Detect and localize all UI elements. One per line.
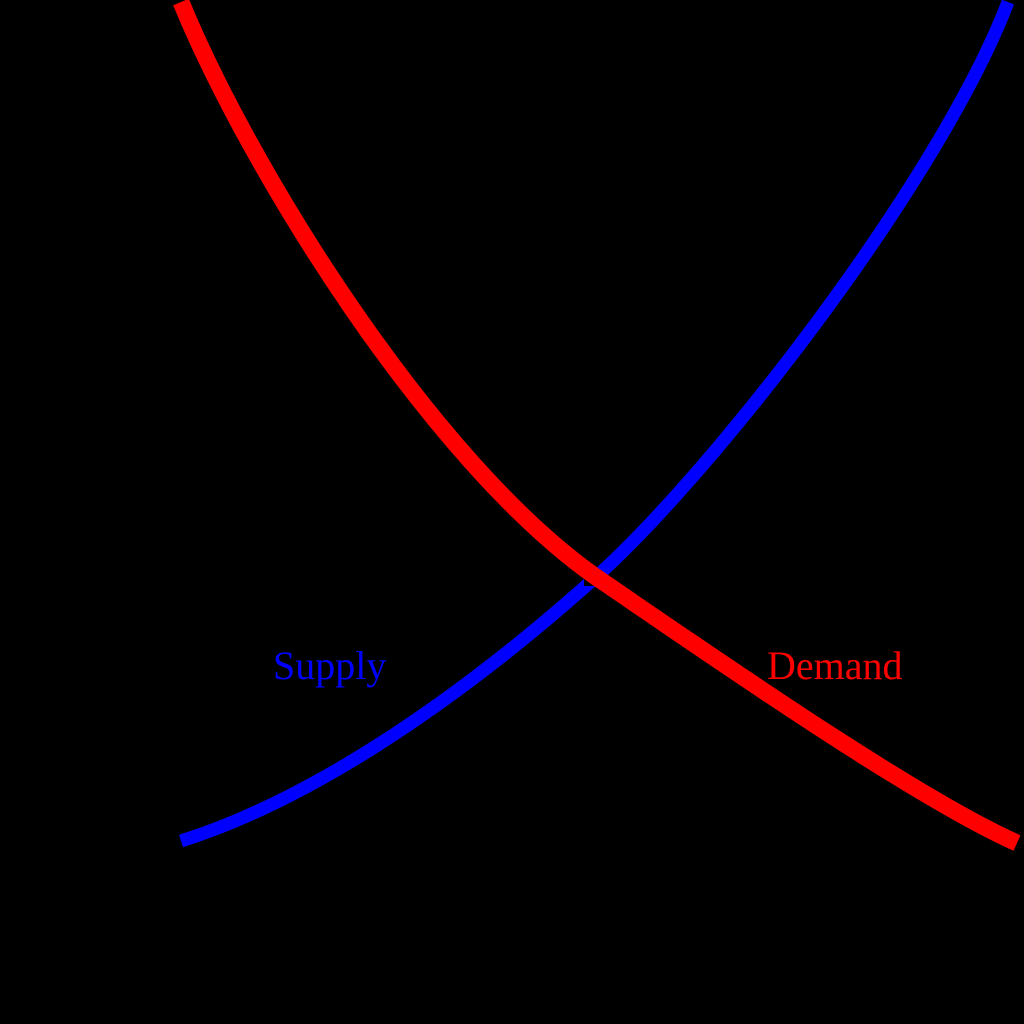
demand-curve	[173, 0, 1021, 851]
supply-curve	[179, 0, 1015, 848]
supply-label: Supply	[273, 643, 387, 688]
demand-label: Demand	[767, 643, 903, 688]
